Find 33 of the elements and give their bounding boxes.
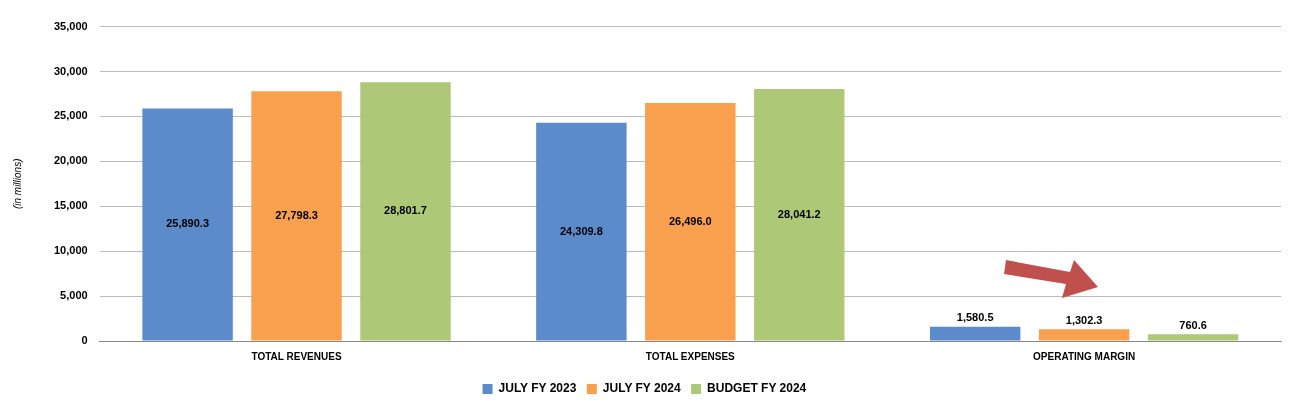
bar <box>645 102 736 341</box>
y-tick-label: 35,000 <box>53 19 88 32</box>
bar <box>754 89 845 341</box>
bar <box>1147 334 1239 341</box>
data-label: 26,496.0 <box>668 214 712 227</box>
y-tick-label: 10,000 <box>53 244 88 257</box>
x-tick-label: TOTAL EXPENSES <box>645 350 736 362</box>
data-label: 24,309.8 <box>559 224 603 237</box>
y-axis-title: (in millions) <box>11 158 23 210</box>
legend-label: BUDGET FY 2024 <box>707 381 807 396</box>
data-label: 27,798.3 <box>275 208 318 221</box>
y-tick-label: 25,000 <box>53 109 88 122</box>
y-tick-label: 15,000 <box>53 199 88 212</box>
data-label: 1,302.3 <box>1065 313 1103 326</box>
y-tick-label: 30,000 <box>53 64 88 77</box>
y-tick-label: 5,000 <box>60 289 88 302</box>
legend-label: JULY FY 2024 <box>602 381 681 396</box>
bar <box>251 91 342 341</box>
y-tick-label: 0 <box>81 334 88 347</box>
data-label: 25,890.3 <box>166 217 209 230</box>
legend-label: JULY FY 2023 <box>498 381 577 396</box>
bar <box>142 108 233 341</box>
x-tick-label: TOTAL REVENUES <box>251 350 342 362</box>
data-label: 28,041.2 <box>777 207 821 220</box>
bar <box>536 122 627 341</box>
y-tick-label: 20,000 <box>53 154 88 167</box>
data-label: 1,580.5 <box>956 311 994 324</box>
bar <box>1038 329 1130 341</box>
x-tick-label: OPERATING MARGIN <box>1033 350 1136 362</box>
data-label: 760.6 <box>1179 318 1207 331</box>
bar <box>929 326 1021 341</box>
bar <box>360 82 451 341</box>
data-label: 28,801.7 <box>384 204 427 217</box>
